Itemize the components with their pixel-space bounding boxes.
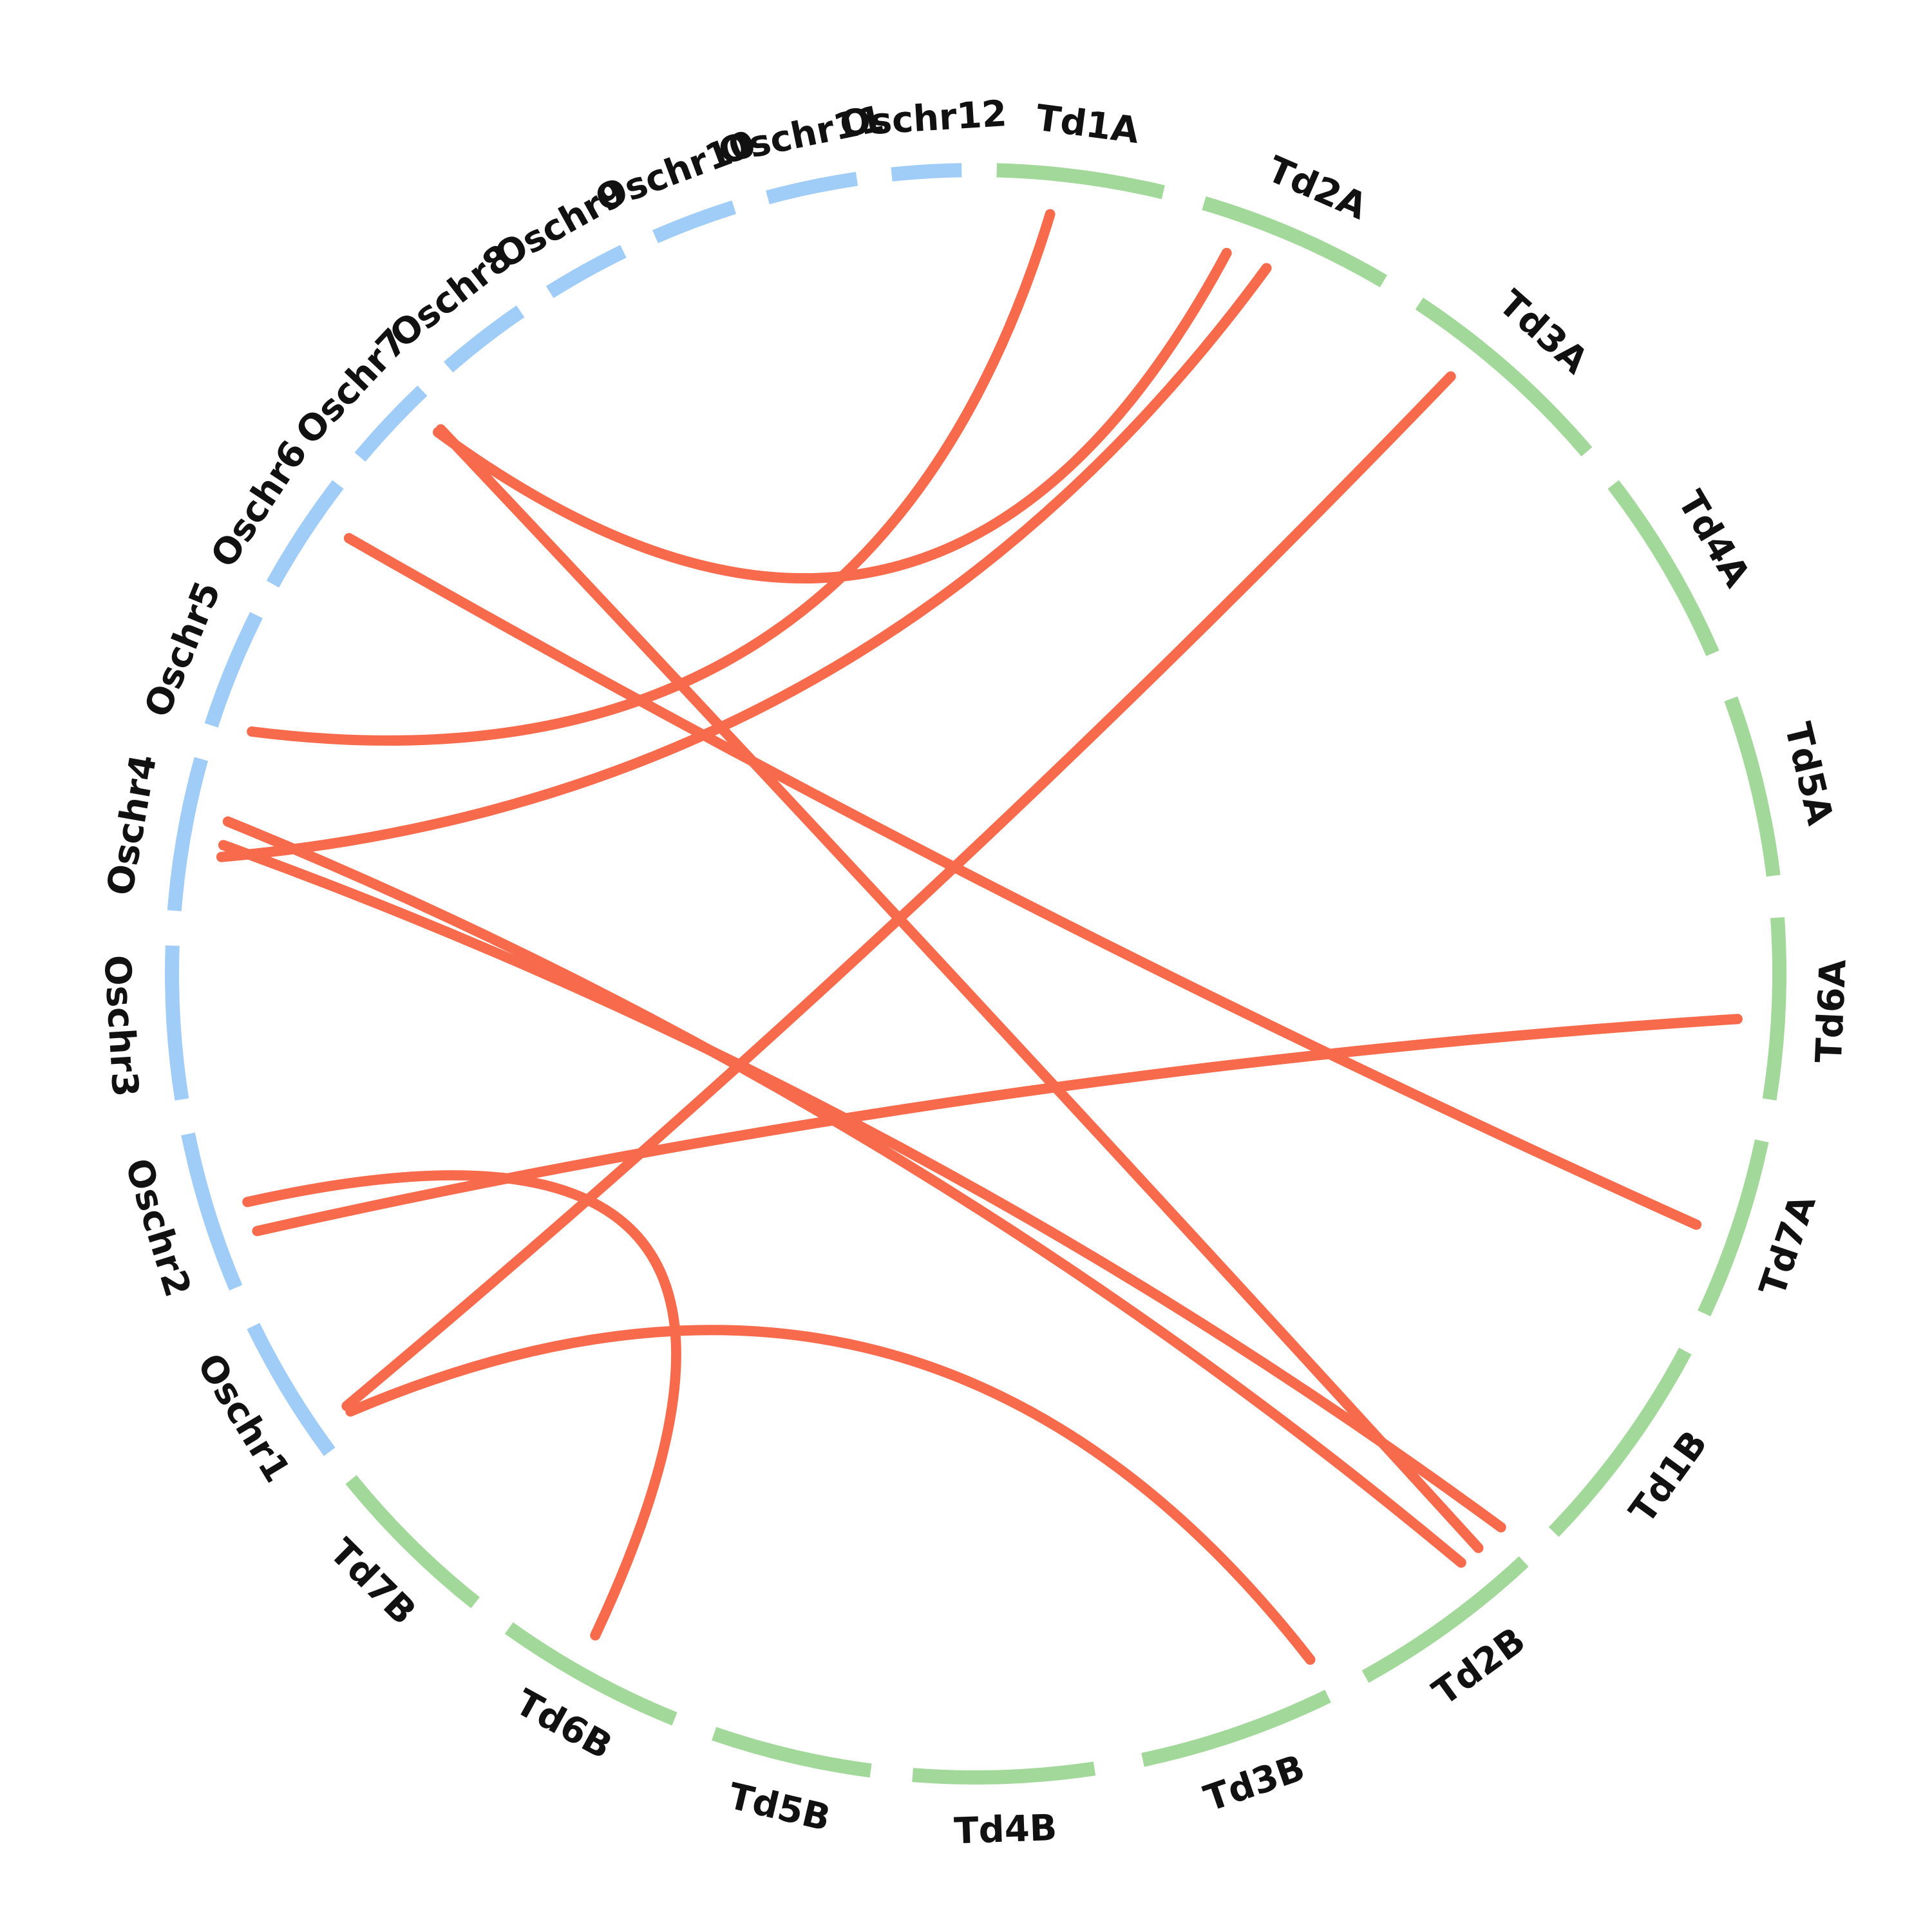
synteny-link-oschr4-td2b	[222, 816, 1466, 1568]
synteny-link-oschr4-td2a	[216, 263, 1272, 862]
chromosome-segment-td2a	[1202, 196, 1387, 288]
chromosome-label-oschr2: Oschr2	[117, 1153, 198, 1302]
chromosome-label-td7a: Td7A	[1752, 1189, 1824, 1302]
chromosome-segment-td7b	[345, 1475, 480, 1609]
chromosome-segment-td1b	[1548, 1347, 1692, 1537]
chromosome-ring	[165, 163, 1787, 1785]
synteny-link-oschr1-td3a	[341, 371, 1456, 1412]
chromosome-label-td6b: Td6B	[509, 1681, 619, 1768]
synteny-link-oschr7-td2b	[435, 424, 1484, 1553]
chromosome-label-td6a: Td6A	[1808, 958, 1855, 1064]
chromosome-segment-oschr10	[652, 200, 737, 243]
chromosome-segment-oschr11	[766, 171, 858, 205]
chromosome-segment-td1a	[996, 163, 1165, 200]
chromosome-segment-td5a	[1724, 696, 1781, 877]
synteny-link-oschr2-td7a	[252, 1014, 1743, 1236]
chromosome-segment-oschr9	[545, 245, 627, 298]
chromosome-label-td2a: Td2A	[1262, 148, 1374, 228]
chromosome-segment-td6b	[504, 1622, 677, 1726]
chromosome-segment-td7a	[1698, 1139, 1769, 1317]
synteny-link-oschr2-td7b	[242, 1170, 681, 1641]
chromosome-segment-oschr1	[247, 1323, 336, 1456]
chromosome-labels: Td1ATd2ATd3ATd4ATd5ATd6ATd7ATd1BTd2BTd3B…	[95, 93, 1854, 1852]
links-layer	[216, 209, 1743, 1665]
synteny-link-oschr1-td3b	[345, 1325, 1316, 1665]
chromosome-segment-td6a	[1762, 917, 1787, 1101]
chromosome-label-td5a: Td5A	[1776, 719, 1841, 829]
chromosome-segment-oschr5	[204, 612, 263, 728]
chromosome-segment-td5b	[712, 1727, 872, 1778]
chromosome-segment-oschr12	[891, 163, 962, 182]
chromosome-segment-td3b	[1141, 1689, 1331, 1767]
synteny-link-oschr4-td1b	[218, 840, 1506, 1533]
chromosome-segment-oschr3	[165, 945, 189, 1101]
chromosome-label-td4b: Td4B	[953, 1807, 1057, 1853]
chromosome-segment-oschr7	[354, 385, 428, 462]
synteny-link-oschr6-td7a	[343, 533, 1702, 1230]
chromosome-segment-oschr2	[181, 1132, 243, 1291]
chromosome-segment-oschr8	[443, 305, 525, 373]
chromosome-label-oschr6: Oschr6	[203, 433, 316, 575]
chromosome-label-td5b: Td5B	[724, 1776, 835, 1840]
chromosome-segment-oschr4	[167, 757, 208, 911]
chromosome-label-oschr4: Oschr4	[99, 752, 165, 899]
chromosome-segment-td4b	[912, 1761, 1096, 1785]
chromosome-label-td1a: Td1A	[1034, 97, 1142, 152]
chromosome-segment-oschr6	[266, 480, 344, 588]
chromosome-label-oschr3: Oschr3	[95, 954, 146, 1098]
chromosome-segment-td2b	[1361, 1556, 1529, 1683]
chromosome-segment-td3a	[1415, 298, 1593, 457]
synteny-link-oschr5-td1a	[247, 209, 1056, 746]
chromosome-segment-td4a	[1607, 480, 1719, 656]
chromosome-label-oschr12: Oschr12	[838, 93, 1008, 145]
synteny-link-oschr7-td2a	[433, 247, 1232, 583]
chromosome-label-td3b: Td3B	[1199, 1747, 1310, 1821]
